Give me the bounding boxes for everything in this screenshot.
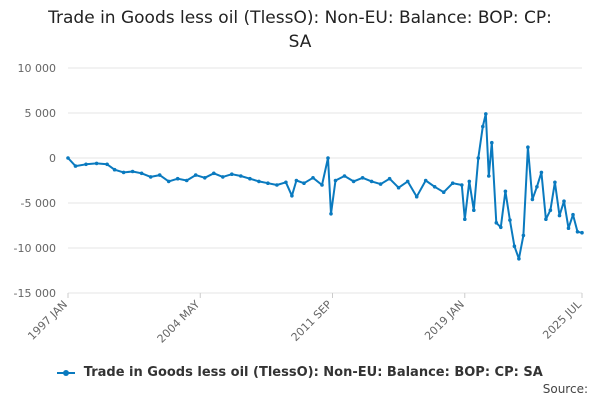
data-point xyxy=(73,164,78,168)
y-tick-label: -5 000 xyxy=(21,197,56,210)
data-point xyxy=(290,194,294,198)
data-point xyxy=(148,175,153,179)
chart-title-line-1: Trade in Goods less oil (TlessO): Non-EU… xyxy=(48,8,552,28)
data-point xyxy=(481,124,485,129)
source-label: Source: xyxy=(542,382,588,396)
data-point xyxy=(472,208,476,212)
data-point xyxy=(535,185,539,189)
data-point xyxy=(517,257,521,261)
data-point xyxy=(463,217,467,221)
data-point xyxy=(121,170,126,175)
data-point xyxy=(562,199,566,203)
data-point xyxy=(575,230,580,234)
data-point xyxy=(329,212,333,216)
data-point xyxy=(508,218,512,222)
data-point xyxy=(521,233,526,238)
data-point xyxy=(175,176,180,181)
data-point xyxy=(351,179,356,184)
legend-swatch xyxy=(57,369,76,376)
x-tick-label: 2011 SEP xyxy=(289,298,335,344)
data-point xyxy=(112,167,117,172)
data-point xyxy=(294,178,299,183)
data-point xyxy=(230,172,234,176)
data-point xyxy=(94,161,99,166)
data-point xyxy=(405,179,410,184)
data-point xyxy=(193,173,198,177)
data-point xyxy=(450,181,455,185)
data-point xyxy=(203,176,207,180)
y-tick-label: -10 000 xyxy=(14,242,56,255)
data-point xyxy=(512,244,517,248)
data-point xyxy=(275,183,279,187)
data-point xyxy=(566,226,571,230)
chart-title: Trade in Goods less oil (TlessO): Non-EU… xyxy=(0,6,600,54)
data-point xyxy=(460,183,464,187)
data-point xyxy=(139,171,144,176)
data-point xyxy=(432,185,437,189)
data-point xyxy=(320,183,324,187)
data-point xyxy=(544,217,548,221)
data-point xyxy=(184,178,189,183)
data-point xyxy=(84,162,88,167)
series-line xyxy=(67,112,583,260)
data-point xyxy=(530,197,535,202)
data-point xyxy=(580,230,584,235)
data-point xyxy=(212,171,216,176)
data-point xyxy=(360,176,365,180)
data-point xyxy=(476,156,481,160)
y-tick-label: 10 000 xyxy=(18,62,57,75)
legend-label: Trade in Goods less oil (TlessO): Non-EU… xyxy=(83,365,543,380)
legend[interactable]: Trade in Goods less oil (TlessO): Non-EU… xyxy=(0,365,600,380)
data-point xyxy=(257,179,261,184)
data-point xyxy=(414,194,419,199)
data-point xyxy=(499,225,503,230)
data-point xyxy=(302,181,306,185)
data-point xyxy=(423,178,428,183)
data-point xyxy=(441,190,446,194)
data-point xyxy=(157,173,162,177)
data-point xyxy=(378,182,383,186)
data-point xyxy=(484,112,488,116)
data-point xyxy=(526,145,530,149)
data-point xyxy=(284,180,288,185)
chart-title-line-2: SA xyxy=(288,32,312,52)
data-point xyxy=(248,176,252,181)
data-point xyxy=(490,140,494,145)
data-point xyxy=(548,208,553,212)
data-point xyxy=(221,175,225,179)
data-point xyxy=(105,162,109,167)
y-tick-label: 5 000 xyxy=(25,107,57,120)
data-point xyxy=(557,213,562,218)
data-point xyxy=(369,179,374,184)
data-point xyxy=(494,221,499,225)
y-tick-label: -15 000 xyxy=(14,287,56,300)
data-point xyxy=(503,189,508,194)
data-point xyxy=(326,156,330,160)
data-point xyxy=(239,174,243,178)
data-point xyxy=(342,174,347,178)
data-point xyxy=(130,169,135,174)
x-tick-label: 1997 JAN xyxy=(25,298,70,343)
data-point xyxy=(166,179,171,184)
data-point xyxy=(66,156,70,160)
data-point xyxy=(539,170,544,175)
data-point xyxy=(311,176,315,180)
data-point xyxy=(571,212,575,217)
data-point xyxy=(387,176,392,181)
x-tick-label: 2004 MAY xyxy=(155,298,203,346)
data-point xyxy=(333,178,338,183)
data-point xyxy=(396,185,401,190)
x-tick-label: 2025 JUL xyxy=(540,297,584,341)
data-point xyxy=(266,181,270,185)
data-point xyxy=(467,179,472,184)
data-point xyxy=(553,180,557,185)
x-tick-label: 2019 JAN xyxy=(422,298,467,343)
data-point xyxy=(487,174,491,178)
y-tick-label: 0 xyxy=(49,152,56,165)
